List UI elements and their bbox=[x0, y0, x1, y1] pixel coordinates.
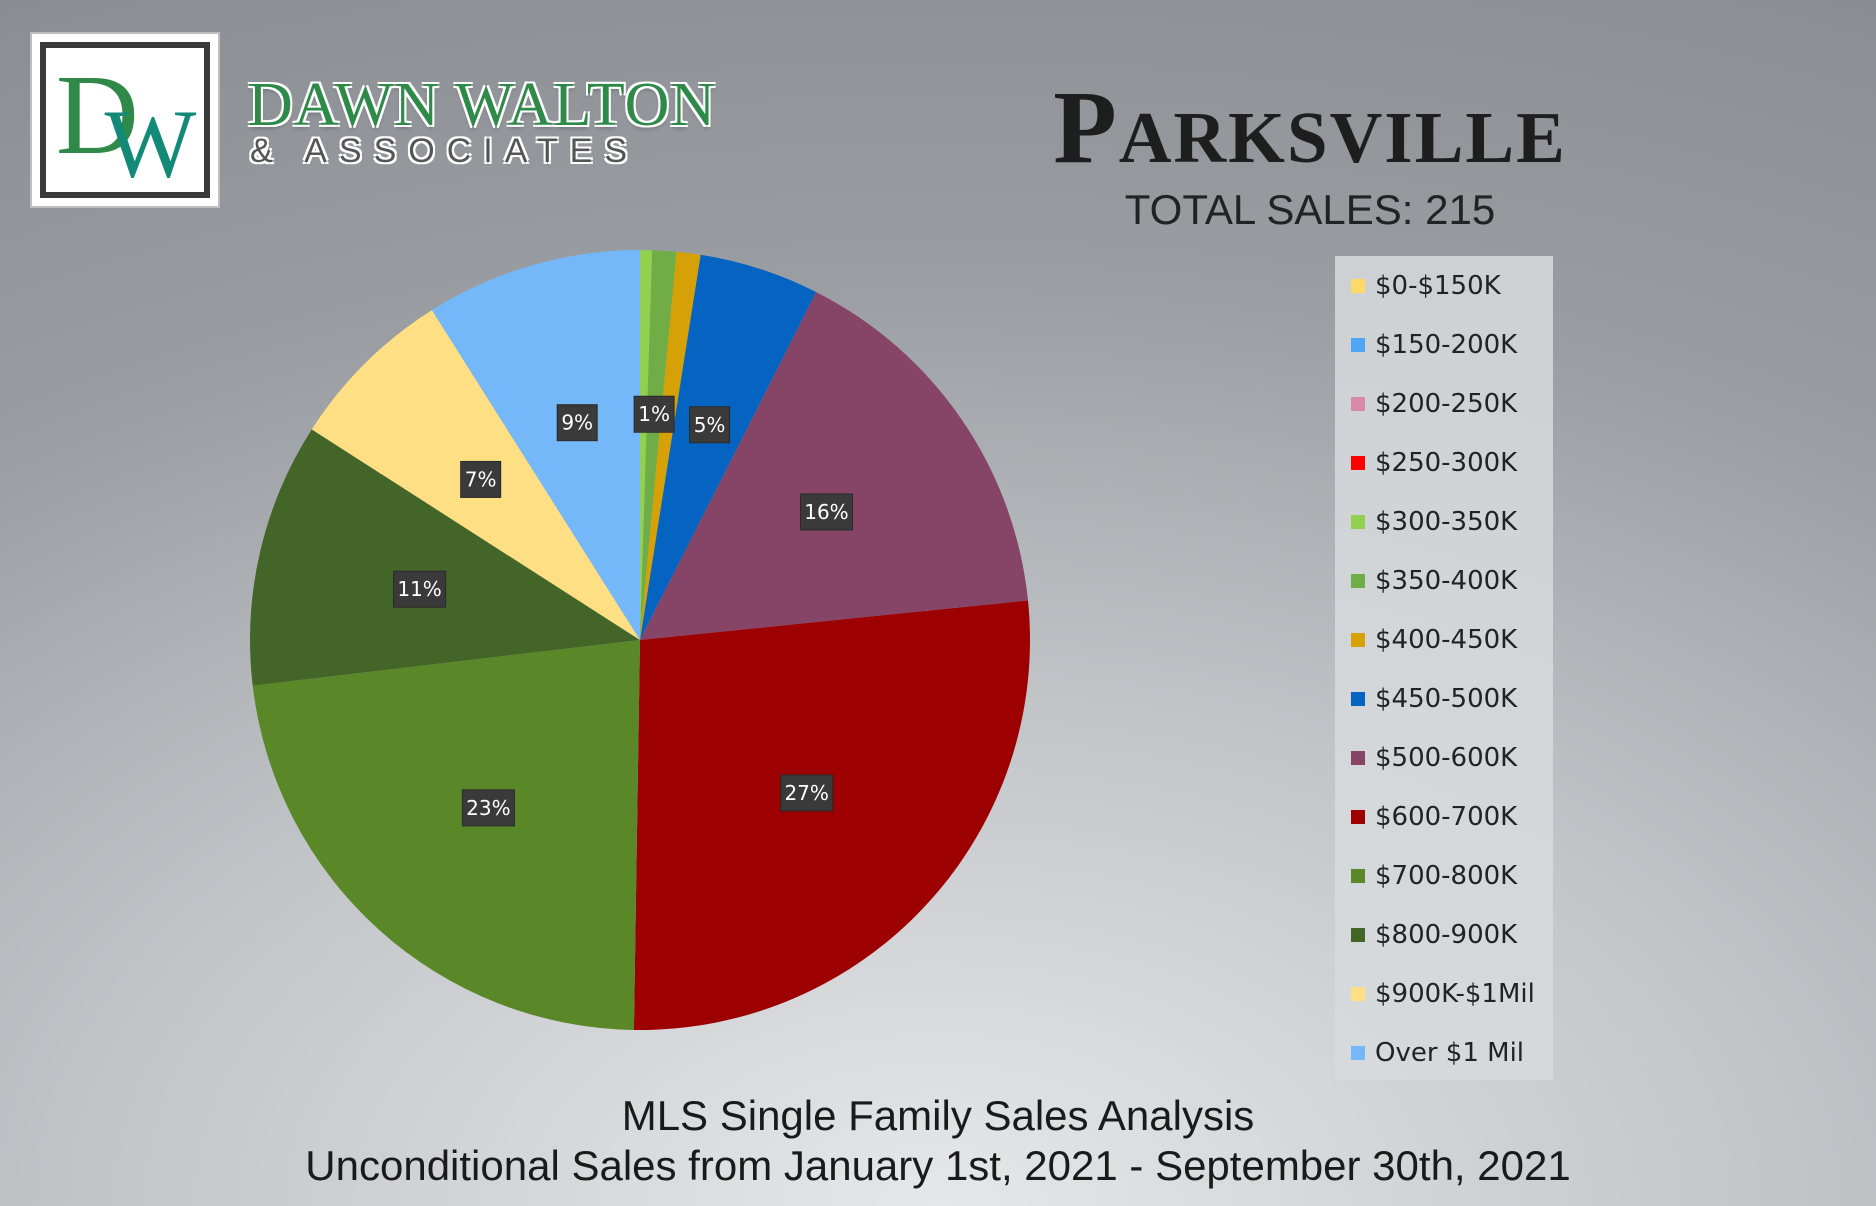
legend-item: $800-900K bbox=[1351, 915, 1517, 955]
data-label-box bbox=[393, 570, 447, 608]
legend-label: $350-400K bbox=[1375, 566, 1518, 596]
pie-slice-4 bbox=[640, 250, 653, 640]
legend-label: $250-300K bbox=[1375, 448, 1518, 478]
legend-item: $900K-$1Mil bbox=[1351, 974, 1535, 1014]
legend-item: $150-200K bbox=[1351, 325, 1517, 365]
dw-monogram-logo: D W bbox=[56, 51, 197, 192]
legend-item: $350-400K bbox=[1351, 561, 1517, 601]
legend-swatch bbox=[1351, 1046, 1365, 1060]
pie-slice-11 bbox=[249, 429, 640, 686]
brand-subtitle: & ASSOCIATES bbox=[250, 132, 640, 170]
legend-item: $600-700K bbox=[1351, 797, 1517, 837]
data-label-text: 5% bbox=[694, 413, 726, 437]
pie-slice-6 bbox=[640, 251, 701, 640]
legend-swatch bbox=[1351, 751, 1365, 765]
footer-date-range: Unconditional Sales from January 1st, 20… bbox=[305, 1142, 1571, 1189]
data-label-text: 16% bbox=[804, 500, 848, 524]
pie-data-labels: 1% 5% 16% 27% 23% 11% 7% 9% bbox=[393, 395, 853, 827]
data-label-box bbox=[556, 404, 598, 442]
pie-slices bbox=[249, 250, 1030, 1030]
chart-legend: $0-$150K $150-200K $200-250K $250-300K $300-… bbox=[1335, 256, 1553, 1080]
data-label-text: 11% bbox=[397, 577, 441, 601]
legend-label: $0-$150K bbox=[1375, 271, 1501, 301]
legend-item: Over $1 Mil bbox=[1351, 1033, 1524, 1073]
legend-swatch bbox=[1351, 456, 1365, 470]
legend-item: $400-450K bbox=[1351, 620, 1517, 660]
legend-swatch bbox=[1351, 338, 1365, 352]
data-label-text: 7% bbox=[465, 467, 497, 491]
legend-item: $300-350K bbox=[1351, 502, 1517, 542]
data-label-5: 1% bbox=[633, 395, 675, 433]
legend-item: $450-500K bbox=[1351, 679, 1517, 719]
total-sales: TOTAL SALES: 215 bbox=[1124, 186, 1496, 233]
data-label-text: 27% bbox=[784, 781, 828, 805]
legend-swatch bbox=[1351, 574, 1365, 588]
legend-swatch bbox=[1351, 515, 1365, 529]
data-label-box bbox=[633, 395, 675, 433]
legend-swatch bbox=[1351, 869, 1365, 883]
logo: D W bbox=[30, 32, 220, 208]
pie-slice-13 bbox=[431, 250, 640, 640]
legend-item: $500-600K bbox=[1351, 738, 1517, 778]
legend-label: $150-200K bbox=[1375, 330, 1518, 360]
data-label-12: 7% bbox=[460, 460, 502, 498]
pie-slice-10 bbox=[252, 640, 640, 1030]
legend-item: $250-300K bbox=[1351, 443, 1517, 483]
data-label-box bbox=[689, 406, 731, 444]
legend-label: Over $1 Mil bbox=[1375, 1038, 1525, 1068]
pie-slice-9 bbox=[633, 600, 1030, 1030]
legend-label: $800-900K bbox=[1375, 920, 1518, 950]
legend-item: $0-$150K bbox=[1351, 266, 1501, 306]
data-label-13: 9% bbox=[556, 404, 598, 442]
legend-item: $200-250K bbox=[1351, 384, 1517, 424]
data-label-8: 16% bbox=[799, 493, 853, 531]
svg-text:W: W bbox=[105, 90, 197, 192]
legend-label: $900K-$1Mil bbox=[1375, 979, 1535, 1009]
pie-slice-5 bbox=[640, 250, 677, 640]
data-label-10: 23% bbox=[461, 789, 515, 827]
pie-slice-8 bbox=[640, 292, 1028, 640]
legend-label: $300-350K bbox=[1375, 507, 1518, 537]
legend-swatch bbox=[1351, 397, 1365, 411]
data-label-text: 23% bbox=[466, 796, 510, 820]
legend-swatch bbox=[1351, 692, 1365, 706]
legend-label: $450-500K bbox=[1375, 684, 1518, 714]
legend-swatch bbox=[1351, 928, 1365, 942]
brand-name: DAWN WALTON bbox=[248, 71, 717, 139]
data-label-text: 9% bbox=[561, 411, 593, 435]
svg-text:D: D bbox=[56, 51, 139, 178]
legend-label: $500-600K bbox=[1375, 743, 1518, 773]
legend-label: $200-250K bbox=[1375, 389, 1518, 419]
legend-swatch bbox=[1351, 633, 1365, 647]
legend-item: $700-800K bbox=[1351, 856, 1517, 896]
data-label-9: 27% bbox=[780, 774, 834, 812]
footer-title: MLS Single Family Sales Analysis bbox=[621, 1092, 1255, 1139]
city-title: Parksville bbox=[1053, 70, 1567, 185]
data-label-box bbox=[780, 774, 834, 812]
legend-swatch bbox=[1351, 279, 1365, 293]
legend-swatch bbox=[1351, 987, 1365, 1001]
data-label-box bbox=[461, 789, 515, 827]
data-label-box bbox=[460, 460, 502, 498]
data-label-box bbox=[799, 493, 853, 531]
legend-label: $600-700K bbox=[1375, 802, 1518, 832]
data-label-11: 11% bbox=[393, 570, 447, 608]
legend-swatch bbox=[1351, 810, 1365, 824]
legend-label: $700-800K bbox=[1375, 861, 1518, 891]
data-label-text: 1% bbox=[638, 402, 670, 426]
pie-slice-7 bbox=[640, 254, 817, 641]
legend-label: $400-450K bbox=[1375, 625, 1518, 655]
data-label-7: 5% bbox=[689, 406, 731, 444]
